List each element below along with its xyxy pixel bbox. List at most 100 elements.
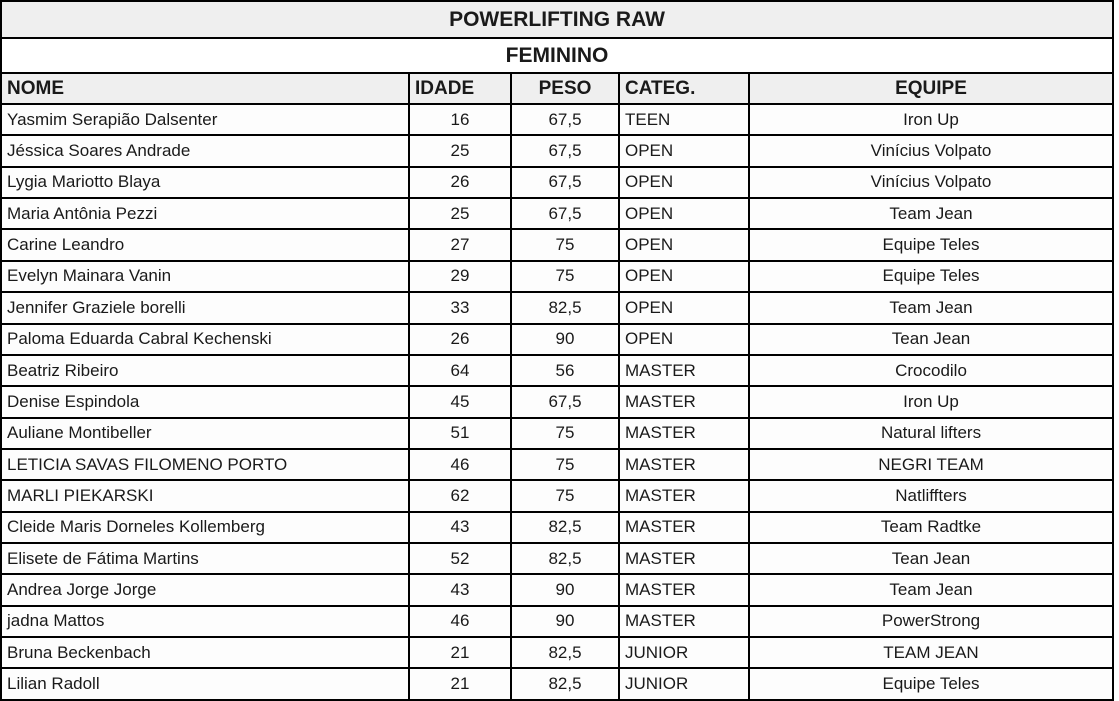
table-row: jadna Mattos 46 90 MASTER PowerStrong <box>0 604 1115 639</box>
cell-peso: 67,5 <box>510 385 620 419</box>
cell-idade: 16 <box>408 102 512 137</box>
table-subtitle: FEMININO <box>0 37 1115 74</box>
cell-idade: 46 <box>408 447 512 482</box>
cell-equipe: Vinícius Volpato <box>747 165 1115 200</box>
cell-idade: 46 <box>408 604 512 639</box>
table-row: LETICIA SAVAS FILOMENO PORTO 46 75 MASTER NE… <box>0 447 1115 482</box>
cell-categ: MASTER <box>618 385 750 419</box>
cell-nome: Elisete de Fátima Martins <box>0 542 410 576</box>
cell-categ: OPEN <box>618 134 750 168</box>
cell-idade: 26 <box>408 322 512 356</box>
table-row: Evelyn Mainara Vanin 29 75 OPEN Equipe Teles <box>0 259 1115 294</box>
cell-peso: 75 <box>510 228 620 262</box>
cell-peso: 90 <box>510 604 620 639</box>
cell-idade: 45 <box>408 385 512 419</box>
column-header-idade: IDADE <box>408 72 512 105</box>
cell-nome: Beatriz Ribeiro <box>0 353 410 388</box>
cell-equipe: Equipe Teles <box>747 259 1115 294</box>
cell-categ: OPEN <box>618 197 750 231</box>
column-header-categ: CATEG. <box>618 72 750 105</box>
cell-peso: 56 <box>510 353 620 388</box>
cell-equipe: PowerStrong <box>747 604 1115 639</box>
table-row: Carine Leandro 27 75 OPEN Equipe Teles <box>0 228 1115 262</box>
cell-equipe: Team Jean <box>747 573 1115 607</box>
cell-equipe: Equipe Teles <box>747 667 1115 701</box>
cell-peso: 75 <box>510 479 620 513</box>
cell-categ: MASTER <box>618 353 750 388</box>
column-header-nome: NOME <box>0 72 410 105</box>
table-row: Auliane Montibeller 51 75 MASTER Natural lif… <box>0 416 1115 450</box>
table-row: Paloma Eduarda Cabral Kechenski 26 90 OPEN T… <box>0 322 1115 356</box>
table-row: Maria Antônia Pezzi 25 67,5 OPEN Team Jean <box>0 197 1115 231</box>
cell-equipe: Team Jean <box>747 197 1115 231</box>
cell-equipe: Tean Jean <box>747 542 1115 576</box>
cell-nome: jadna Mattos <box>0 604 410 639</box>
cell-nome: Paloma Eduarda Cabral Kechenski <box>0 322 410 356</box>
cell-equipe: TEAM JEAN <box>747 636 1115 670</box>
cell-equipe: Team Radtke <box>747 510 1115 545</box>
cell-equipe: Team Jean <box>747 291 1115 325</box>
cell-peso: 67,5 <box>510 197 620 231</box>
cell-equipe: Crocodilo <box>747 353 1115 388</box>
cell-peso: 75 <box>510 416 620 450</box>
cell-idade: 64 <box>408 353 512 388</box>
cell-idade: 52 <box>408 542 512 576</box>
cell-idade: 33 <box>408 291 512 325</box>
cell-nome: Denise Espindola <box>0 385 410 419</box>
cell-idade: 21 <box>408 667 512 701</box>
cell-peso: 67,5 <box>510 102 620 137</box>
cell-categ: OPEN <box>618 259 750 294</box>
cell-peso: 67,5 <box>510 134 620 168</box>
cell-categ: MASTER <box>618 573 750 607</box>
cell-equipe: Natliffters <box>747 479 1115 513</box>
cell-categ: TEEN <box>618 102 750 137</box>
table-row: Jennifer Graziele borelli 33 82,5 OPEN Team … <box>0 291 1115 325</box>
cell-equipe: Iron Up <box>747 385 1115 419</box>
title-row: POWERLIFTING RAW <box>0 0 1115 39</box>
cell-peso: 75 <box>510 447 620 482</box>
table-row: Andrea Jorge Jorge 43 90 MASTER Team Jean <box>0 573 1115 607</box>
cell-equipe: Iron Up <box>747 102 1115 137</box>
cell-peso: 90 <box>510 322 620 356</box>
cell-peso: 90 <box>510 573 620 607</box>
cell-categ: JUNIOR <box>618 667 750 701</box>
cell-idade: 62 <box>408 479 512 513</box>
cell-nome: Bruna Beckenbach <box>0 636 410 670</box>
cell-idade: 29 <box>408 259 512 294</box>
table-row: Elisete de Fátima Martins 52 82,5 MASTER Tea… <box>0 542 1115 576</box>
cell-categ: OPEN <box>618 228 750 262</box>
cell-nome: Maria Antônia Pezzi <box>0 197 410 231</box>
cell-categ: OPEN <box>618 165 750 200</box>
cell-categ: OPEN <box>618 291 750 325</box>
cell-categ: MASTER <box>618 416 750 450</box>
cell-idade: 21 <box>408 636 512 670</box>
cell-peso: 82,5 <box>510 291 620 325</box>
table-row: Beatriz Ribeiro 64 56 MASTER Crocodilo <box>0 353 1115 388</box>
table-row: Lilian Radoll 21 82,5 JUNIOR Equipe Teles <box>0 667 1115 701</box>
subtitle-row: FEMININO <box>0 37 1115 74</box>
table-row: Bruna Beckenbach 21 82,5 JUNIOR TEAM JEAN <box>0 636 1115 670</box>
cell-idade: 43 <box>408 573 512 607</box>
cell-nome: Cleide Maris Dorneles Kollemberg <box>0 510 410 545</box>
cell-equipe: Tean Jean <box>747 322 1115 356</box>
cell-idade: 25 <box>408 134 512 168</box>
cell-equipe: Vinícius Volpato <box>747 134 1115 168</box>
cell-categ: MASTER <box>618 510 750 545</box>
cell-equipe: NEGRI TEAM <box>747 447 1115 482</box>
cell-peso: 82,5 <box>510 667 620 701</box>
cell-categ: MASTER <box>618 604 750 639</box>
table-row: Yasmim Serapião Dalsenter 16 67,5 TEEN Iron … <box>0 102 1115 137</box>
cell-peso: 82,5 <box>510 636 620 670</box>
table-row: Cleide Maris Dorneles Kollemberg 43 82,5 MA… <box>0 510 1115 545</box>
cell-nome: Yasmim Serapião Dalsenter <box>0 102 410 137</box>
cell-categ: MASTER <box>618 447 750 482</box>
cell-equipe: Equipe Teles <box>747 228 1115 262</box>
cell-nome: Evelyn Mainara Vanin <box>0 259 410 294</box>
cell-nome: Jennifer Graziele borelli <box>0 291 410 325</box>
table-row: MARLI PIEKARSKI 62 75 MASTER Natliffters <box>0 479 1115 513</box>
cell-idade: 25 <box>408 197 512 231</box>
table-body: Yasmim Serapião Dalsenter 16 67,5 TEEN Iron … <box>0 102 1115 701</box>
cell-idade: 51 <box>408 416 512 450</box>
cell-categ: JUNIOR <box>618 636 750 670</box>
